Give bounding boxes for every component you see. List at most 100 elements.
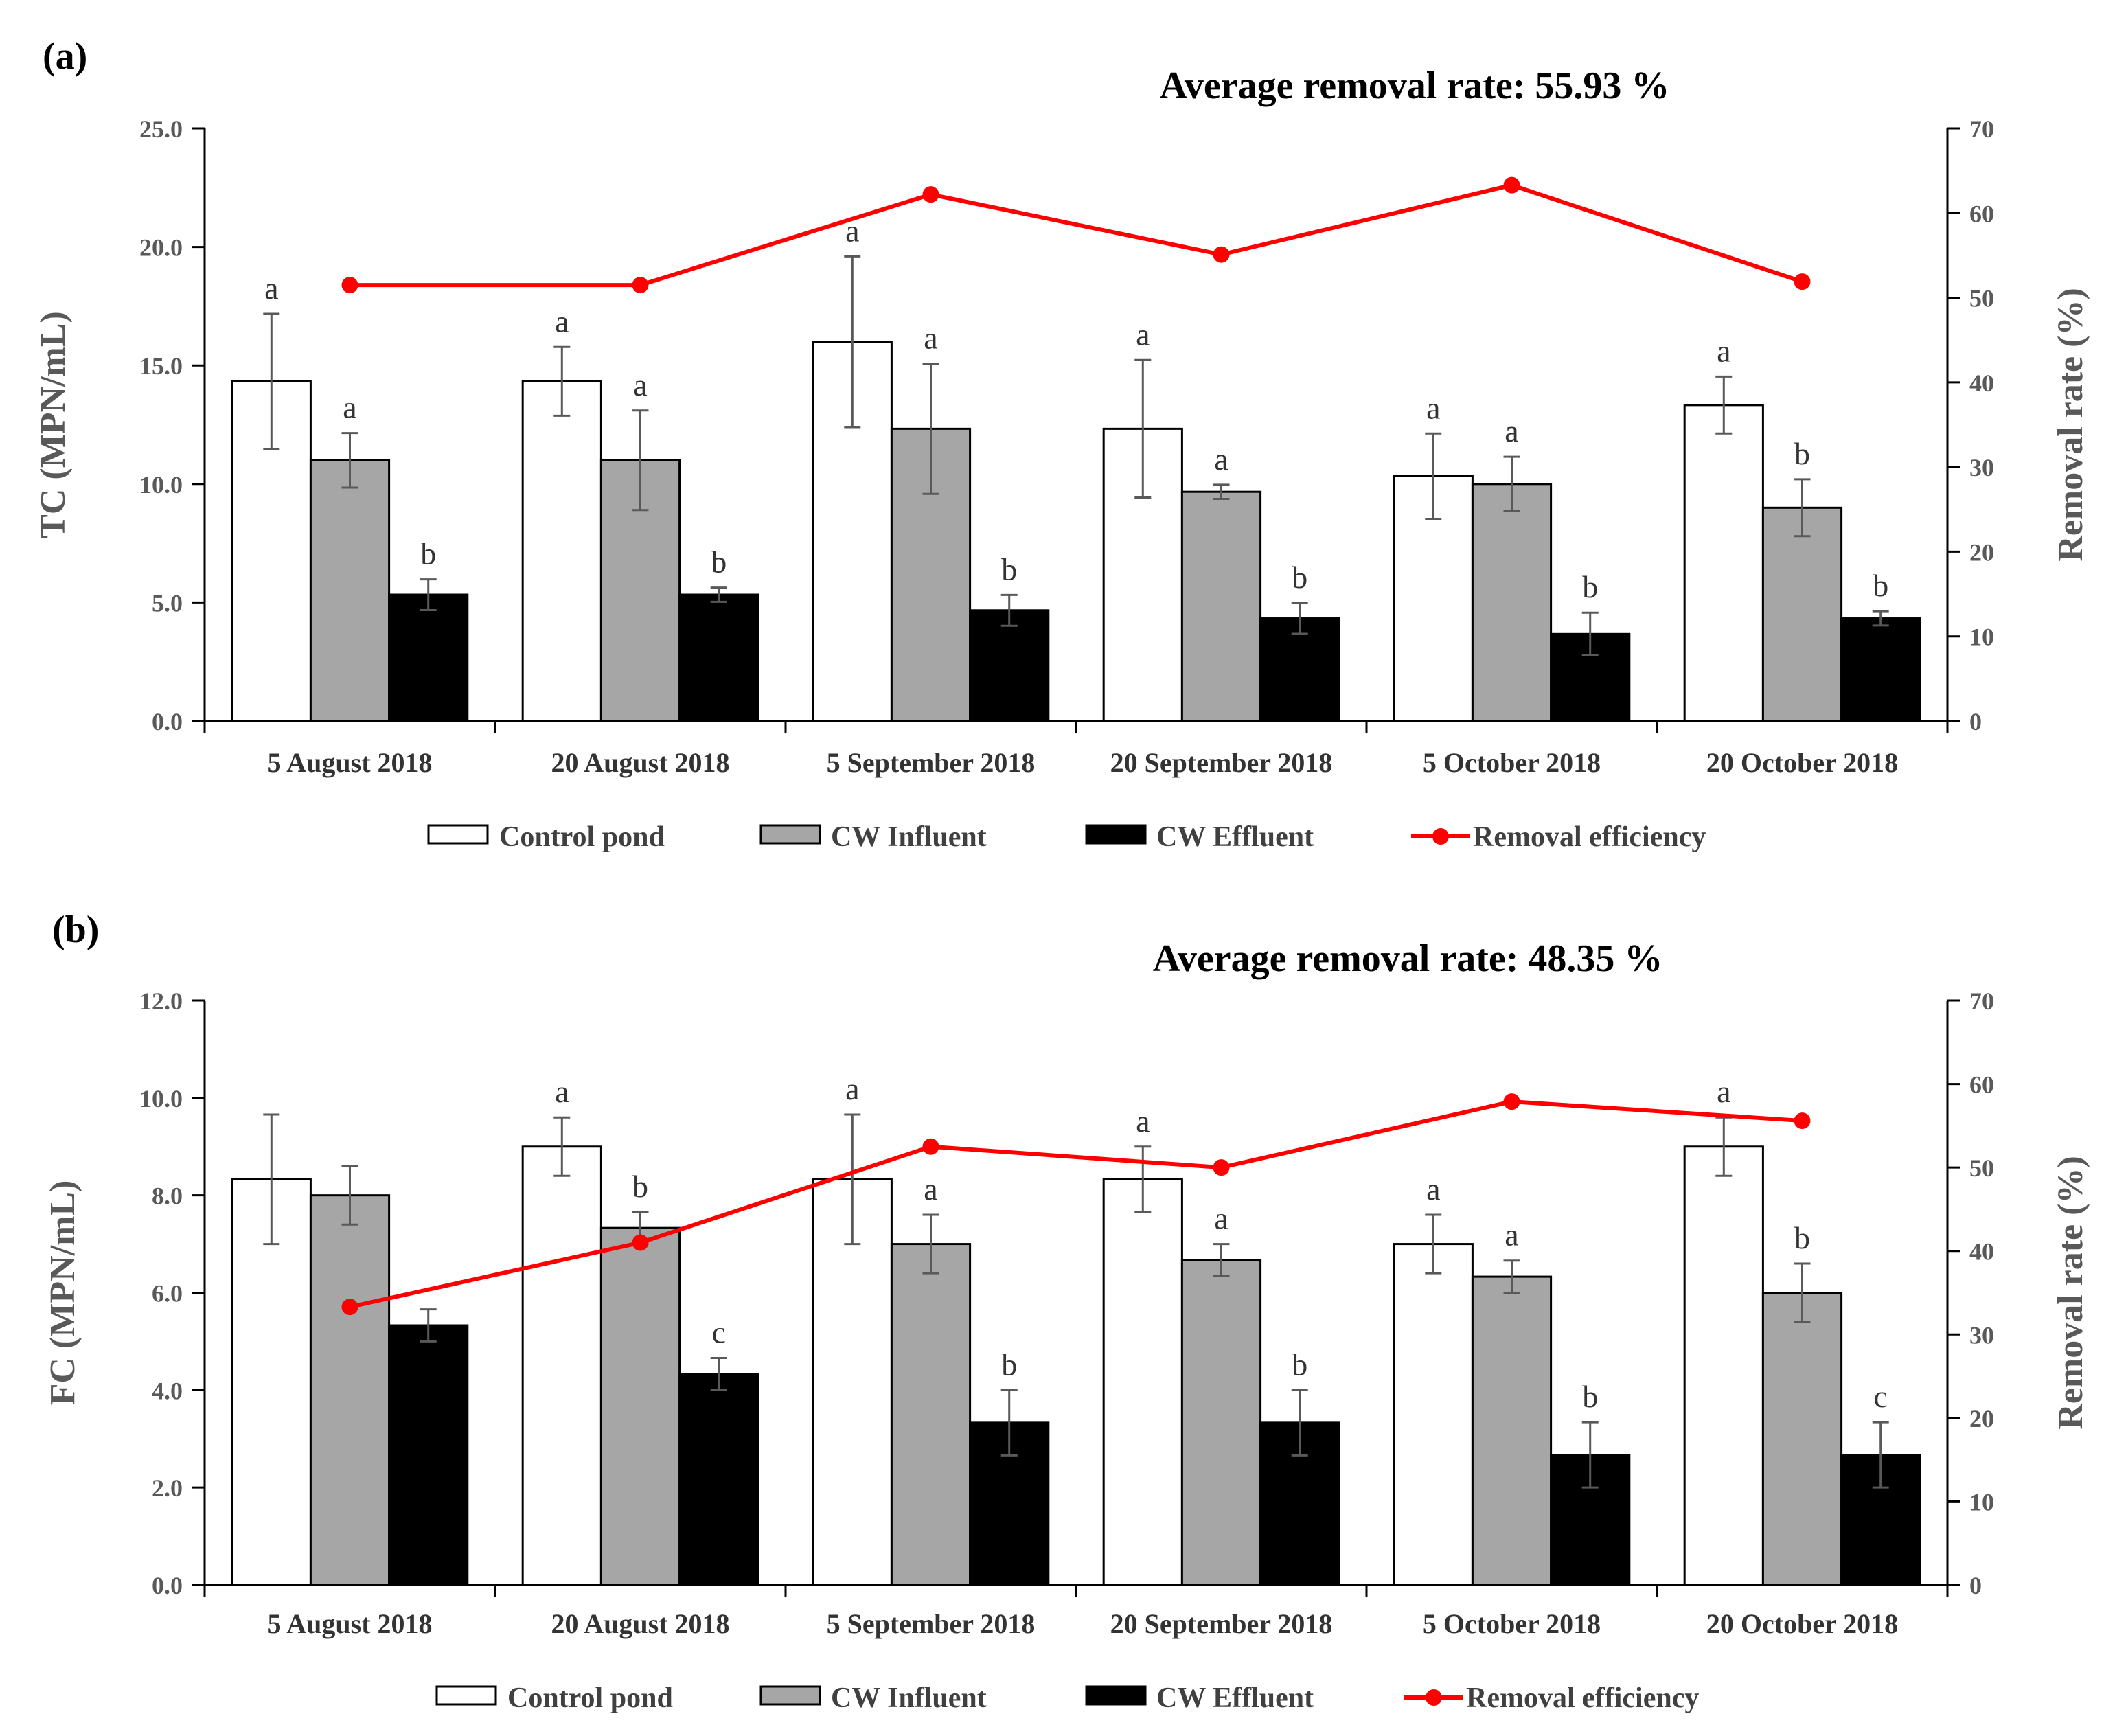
- removal-efficiency-point: [632, 1234, 649, 1251]
- y-axis-title: FC (MPN/mL): [43, 1180, 82, 1406]
- significance-letter: b: [1001, 1347, 1017, 1382]
- significance-letter: a: [1505, 1218, 1518, 1253]
- legend-swatch: [759, 1685, 821, 1706]
- removal-efficiency-line: [350, 183, 1803, 288]
- chart-panel-1: (a) Average removal rate: 55.93 % 0.0 5.0 10…: [34, 35, 2090, 853]
- x-tick-label: 5 October 2018: [1423, 1608, 1601, 1639]
- y2-tick-label: 50: [1969, 285, 1994, 312]
- significance-letter: b: [1794, 1220, 1810, 1255]
- bar-control-pond: [521, 1145, 602, 1586]
- x-tick-label: 5 August 2018: [267, 1608, 432, 1639]
- significance-letter: a: [1505, 413, 1518, 448]
- x-tick-label: 5 August 2018: [267, 747, 432, 778]
- bar-cw-influent: [1471, 483, 1553, 722]
- y-tick-label: 10.0: [139, 1085, 183, 1112]
- removal-efficiency-point: [1503, 1093, 1520, 1110]
- y-tick-label: 20.0: [139, 234, 183, 262]
- y-tick-label: 0.0: [152, 1572, 183, 1599]
- y-tick-label: 15.0: [139, 352, 183, 380]
- significance-letter: a: [1717, 1074, 1730, 1109]
- x-tick-label: 5 September 2018: [827, 747, 1036, 778]
- legend-swatch: [1085, 824, 1147, 845]
- significance-letter: a: [1214, 442, 1228, 477]
- legend-label: CW Influent: [831, 821, 987, 853]
- significance-letter: a: [264, 271, 278, 306]
- bar-control-pond: [1102, 1178, 1183, 1586]
- significance-letter: a: [1426, 390, 1440, 425]
- legend-swatch: [427, 824, 489, 845]
- significance-letter: b: [420, 536, 436, 571]
- x-tick-label: 20 September 2018: [1110, 747, 1333, 778]
- removal-efficiency-point: [1794, 1112, 1811, 1130]
- bar-control-pond: [231, 1178, 312, 1586]
- significance-letter: a: [1426, 1172, 1440, 1207]
- y-tick-label: 25.0: [139, 115, 183, 143]
- legend-label: Control pond: [507, 1682, 673, 1714]
- x-tick-label: 20 October 2018: [1706, 747, 1898, 778]
- legend-label: Removal efficiency: [1473, 821, 1706, 853]
- x-tick-label: 5 September 2018: [827, 1608, 1036, 1639]
- bar-cw-influent: [1180, 490, 1262, 722]
- bar-control-pond: [1683, 1145, 1764, 1586]
- significance-letter: a: [1214, 1201, 1228, 1236]
- x-tick-label: 20 August 2018: [551, 747, 729, 778]
- significance-letter: a: [924, 320, 937, 355]
- legend-label: Control pond: [499, 821, 665, 853]
- bar-control-pond: [1393, 1243, 1474, 1586]
- bar-control-pond: [1683, 404, 1764, 722]
- x-tick-label: 5 October 2018: [1423, 747, 1601, 778]
- significance-letter: c: [711, 1315, 725, 1350]
- legend-label: CW Influent: [831, 1682, 987, 1714]
- chart-title: Average removal rate: 48.35 %: [1153, 937, 1663, 980]
- y2-tick-label: 0: [1969, 708, 1982, 735]
- removal-efficiency-point: [341, 277, 358, 294]
- significance-letter: a: [845, 1071, 859, 1106]
- bar-cw-influent: [599, 1226, 681, 1586]
- y-tick-label: 4.0: [152, 1377, 183, 1404]
- bar-control-pond: [521, 380, 602, 722]
- removal-efficiency-point: [341, 1299, 358, 1316]
- removal-efficiency-line: [349, 1099, 1803, 1310]
- significance-letter: b: [1292, 560, 1307, 595]
- removal-efficiency-point: [632, 277, 649, 294]
- bar-cw-influent: [890, 1243, 972, 1586]
- significance-letter: a: [1717, 333, 1730, 368]
- bar-cw-influent: [1761, 1292, 1843, 1586]
- y2-axis-title: Removal rate (%): [2051, 288, 2090, 562]
- y-axis-title: TC (MPN/mL): [34, 311, 73, 538]
- significance-letter: b: [1873, 568, 1888, 603]
- panel-label: (a): [43, 35, 87, 78]
- y-tick-label: 2.0: [152, 1474, 183, 1502]
- legend-label: Removal efficiency: [1466, 1682, 1699, 1714]
- bar-cw-influent: [1180, 1259, 1262, 1586]
- removal-efficiency-point: [1503, 176, 1520, 194]
- legend-label: CW Effluent: [1156, 821, 1314, 853]
- significance-letter: b: [1794, 436, 1810, 471]
- y-tick-label: 8.0: [152, 1183, 183, 1210]
- y2-tick-label: 0: [1969, 1572, 1982, 1599]
- y-tick-label: 5.0: [152, 589, 183, 617]
- y2-tick-label: 40: [1969, 369, 1994, 397]
- y2-tick-label: 10: [1969, 1488, 1994, 1516]
- removal-efficiency-point: [1213, 246, 1230, 263]
- panel-label: (b): [52, 909, 99, 951]
- y2-tick-label: 30: [1969, 454, 1994, 481]
- significance-letter: b: [1582, 1379, 1598, 1414]
- y2-tick-label: 60: [1969, 200, 1994, 227]
- bar-cw-influent: [309, 459, 391, 722]
- bar-cw-influent: [1471, 1275, 1553, 1586]
- x-tick-label: 20 October 2018: [1706, 1608, 1898, 1639]
- y2-tick-label: 10: [1969, 624, 1994, 651]
- legend-marker: [1426, 1689, 1442, 1706]
- removal-efficiency-point: [1794, 273, 1811, 290]
- y2-tick-label: 20: [1969, 1405, 1994, 1432]
- bar-cw-effluent: [388, 1324, 469, 1586]
- significance-letter: b: [711, 545, 727, 580]
- removal-efficiency-point: [1213, 1159, 1230, 1176]
- bar-cw-effluent: [678, 1373, 759, 1586]
- significance-letter: b: [1582, 569, 1598, 604]
- legend-marker: [1432, 828, 1449, 845]
- significance-letter: a: [1136, 1104, 1150, 1139]
- legend-label: CW Effluent: [1156, 1682, 1314, 1714]
